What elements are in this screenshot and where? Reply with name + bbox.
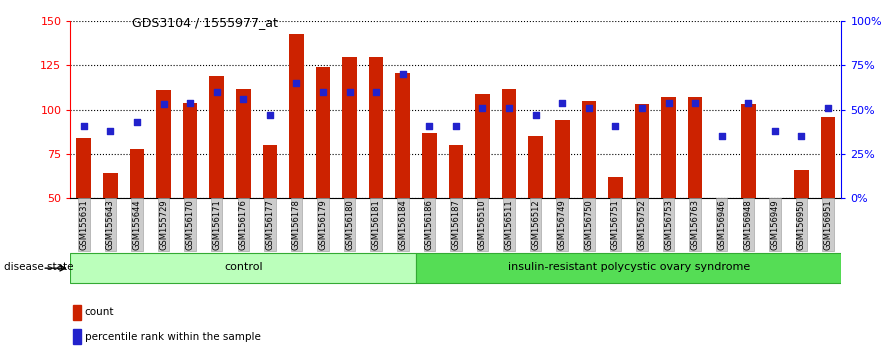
FancyBboxPatch shape bbox=[416, 253, 841, 283]
Point bbox=[581, 105, 596, 111]
Text: GSM156750: GSM156750 bbox=[584, 199, 593, 250]
Bar bbox=[315, 67, 330, 198]
Text: percentile rank within the sample: percentile rank within the sample bbox=[85, 332, 261, 342]
Bar bbox=[289, 34, 304, 198]
Bar bbox=[529, 136, 543, 198]
Bar bbox=[714, 198, 729, 209]
Point bbox=[263, 112, 277, 118]
Bar bbox=[343, 57, 357, 198]
Text: GSM156180: GSM156180 bbox=[345, 199, 354, 250]
Point bbox=[369, 89, 383, 95]
Text: GSM155643: GSM155643 bbox=[106, 199, 115, 250]
Bar bbox=[555, 120, 569, 198]
Bar bbox=[821, 117, 835, 198]
Bar bbox=[156, 90, 171, 198]
Text: GSM156751: GSM156751 bbox=[611, 199, 620, 250]
Bar bbox=[794, 170, 809, 198]
Bar bbox=[369, 57, 383, 198]
Bar bbox=[662, 97, 676, 198]
Bar bbox=[688, 97, 702, 198]
Bar bbox=[741, 104, 756, 198]
Text: GSM156763: GSM156763 bbox=[691, 199, 700, 250]
Point bbox=[183, 100, 197, 105]
Text: GSM156951: GSM156951 bbox=[824, 199, 833, 250]
Point bbox=[103, 128, 117, 134]
Text: control: control bbox=[224, 262, 263, 273]
Bar bbox=[72, 305, 81, 320]
Text: GSM156177: GSM156177 bbox=[265, 199, 274, 250]
Text: GSM156179: GSM156179 bbox=[319, 199, 328, 250]
Text: GSM156753: GSM156753 bbox=[664, 199, 673, 250]
Point bbox=[821, 105, 835, 111]
Point bbox=[316, 89, 330, 95]
Text: GSM156511: GSM156511 bbox=[505, 199, 514, 250]
Text: GSM156950: GSM156950 bbox=[797, 199, 806, 250]
Bar bbox=[608, 177, 623, 198]
Text: GSM156181: GSM156181 bbox=[372, 199, 381, 250]
Bar bbox=[72, 329, 81, 344]
Text: count: count bbox=[85, 307, 114, 317]
Point bbox=[635, 105, 649, 111]
Point bbox=[741, 100, 755, 105]
FancyBboxPatch shape bbox=[70, 253, 416, 283]
Text: GSM155644: GSM155644 bbox=[132, 199, 142, 250]
Point bbox=[77, 123, 91, 129]
Text: GSM156946: GSM156946 bbox=[717, 199, 726, 250]
Text: GSM156184: GSM156184 bbox=[398, 199, 407, 250]
Text: GSM156186: GSM156186 bbox=[425, 199, 433, 250]
Point bbox=[236, 96, 250, 102]
Bar bbox=[103, 173, 118, 198]
Bar bbox=[475, 94, 490, 198]
Bar bbox=[236, 88, 250, 198]
Text: GSM155631: GSM155631 bbox=[79, 199, 88, 250]
Point bbox=[502, 105, 516, 111]
Point bbox=[795, 133, 809, 139]
Text: GSM156178: GSM156178 bbox=[292, 199, 301, 250]
Text: GSM156948: GSM156948 bbox=[744, 199, 753, 250]
Bar bbox=[448, 145, 463, 198]
Text: insulin-resistant polycystic ovary syndrome: insulin-resistant polycystic ovary syndr… bbox=[507, 262, 750, 273]
Text: GSM156512: GSM156512 bbox=[531, 199, 540, 250]
Point bbox=[343, 89, 357, 95]
Text: GSM156510: GSM156510 bbox=[478, 199, 487, 250]
Text: GSM156170: GSM156170 bbox=[186, 199, 195, 250]
Point bbox=[476, 105, 490, 111]
Point bbox=[555, 100, 569, 105]
Point bbox=[714, 133, 729, 139]
Point bbox=[210, 89, 224, 95]
Point bbox=[422, 123, 436, 129]
Text: disease state: disease state bbox=[4, 262, 74, 272]
Text: GSM156752: GSM156752 bbox=[638, 199, 647, 250]
Bar bbox=[396, 73, 410, 198]
Bar bbox=[581, 101, 596, 198]
Point bbox=[448, 123, 463, 129]
Text: GSM156749: GSM156749 bbox=[558, 199, 566, 250]
Text: GDS3104 / 1555977_at: GDS3104 / 1555977_at bbox=[132, 16, 278, 29]
Point bbox=[688, 100, 702, 105]
Text: GSM156187: GSM156187 bbox=[451, 199, 461, 250]
Point bbox=[768, 128, 782, 134]
Bar bbox=[767, 198, 782, 251]
Point bbox=[529, 112, 543, 118]
Bar bbox=[77, 138, 91, 198]
Bar bbox=[502, 88, 516, 198]
Point bbox=[130, 119, 144, 125]
Text: GSM155729: GSM155729 bbox=[159, 199, 168, 250]
Text: GSM156176: GSM156176 bbox=[239, 199, 248, 250]
Point bbox=[396, 72, 410, 77]
Bar bbox=[210, 76, 224, 198]
Bar bbox=[263, 145, 278, 198]
Point bbox=[662, 100, 676, 105]
Text: GSM156171: GSM156171 bbox=[212, 199, 221, 250]
Point bbox=[157, 102, 171, 107]
Bar bbox=[634, 104, 649, 198]
Point bbox=[289, 80, 303, 86]
Bar bbox=[182, 103, 197, 198]
Point bbox=[609, 123, 623, 129]
Bar bbox=[422, 133, 437, 198]
Bar bbox=[130, 149, 144, 198]
Text: GSM156949: GSM156949 bbox=[770, 199, 780, 250]
